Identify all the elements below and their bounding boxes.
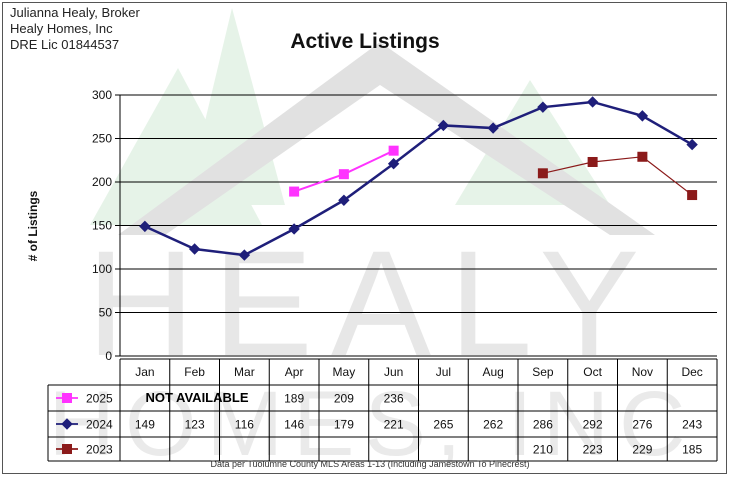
table-cell-2024-sep: 286 [533,418,553,432]
watermark-tree-right [455,80,610,205]
point-2024-jun [387,158,400,170]
x-category-aug: Aug [482,365,503,379]
point-2023-nov [637,151,648,162]
x-category-nov: Nov [632,365,653,379]
broker-company: Healy Homes, Inc [10,21,113,36]
table-cell-2024-aug: 262 [483,418,503,432]
point-2024-mar [238,249,251,261]
y-tick-label-150: 150 [92,219,112,233]
data-table: 2025 189 209 236 2024 149 123 116 146 179 221 265 26… [47,358,718,462]
table-cell-2024-nov: 276 [632,418,652,432]
table-cell-2023-oct: 223 [583,443,603,457]
point-2024-sep [537,101,549,113]
table-cell-2024-may: 179 [334,418,354,432]
y-tick-labels: 0 50 100 150 200 250 300 [92,88,112,363]
point-2024-may [338,194,350,206]
legend-marker-2023 [62,444,72,454]
legend-marker-2025 [62,393,72,403]
x-category-jul: Jul [436,365,451,379]
x-category-jan: Jan [135,365,154,379]
point-2024-dec [686,138,698,151]
table-cell-2024-apr: 146 [284,418,304,432]
table-cell-2024-dec: 243 [682,418,702,432]
y-tick-label-100: 100 [92,262,112,276]
y-tick-label-250: 250 [92,132,112,146]
watermark-line1: HEALY [87,219,658,387]
x-category-jun: Jun [384,365,403,379]
table-cell-2024-jan: 149 [135,418,155,432]
x-category-feb: Feb [184,365,205,379]
point-2023-sep [537,168,548,179]
not-available-note: NOT AVAILABLE [145,390,248,405]
table-cell-2024-jun: 221 [384,418,404,432]
watermark-line2: HOMES, INC [49,373,696,475]
point-2024-apr [288,223,300,235]
point-2024-oct [586,96,599,108]
point-2023-oct [587,156,598,167]
y-axis-label: # of Listings [26,190,40,261]
broker-name: Julianna Healy, Broker [10,5,140,20]
series-line-2024 [144,100,693,257]
table-cell-2023-dec: 185 [682,443,702,457]
broker-license: DRE Lic 01844537 [10,37,120,52]
x-category-labels: Jan Feb Mar Apr May Jun Jul Aug Sep Oct Nov Dec [135,365,703,379]
chart-title: Active Listings [290,30,439,53]
watermark: HEALY HOMES, INC [49,8,696,475]
y-tick-label-300: 300 [92,88,112,102]
point-2024-feb [188,243,201,255]
point-2025-apr [289,186,300,197]
table-cell-2024-mar: 116 [235,418,254,432]
series-line-2023 [542,156,693,196]
x-category-dec: Dec [681,365,702,379]
point-2024-jul [437,119,450,132]
x-category-mar: Mar [234,365,255,379]
y-tick-label-200: 200 [92,175,112,189]
table-cell-2023-sep: 210 [533,443,553,457]
table-cell-2025-jun: 236 [384,392,404,406]
x-category-sep: Sep [532,365,554,379]
table-cell-2024-jul: 265 [433,418,453,432]
series-lines [139,96,698,261]
legend-label-2025: 2025 [86,392,113,406]
table-cell-2025-apr: 189 [284,392,304,406]
table-cell-2024-feb: 123 [185,418,205,432]
point-2025-may [338,169,349,180]
x-category-may: May [333,365,356,379]
point-2024-nov [636,110,649,122]
gridlines [115,94,717,357]
table-cell-2025-may: 209 [334,392,354,406]
legend-label-2024: 2024 [86,418,113,432]
x-category-oct: Oct [583,365,602,379]
table-cell-2024-oct: 292 [583,418,603,432]
watermark-house-roof [118,42,655,235]
footnote: Data per Tuolumne County MLS Areas 1-13 … [211,459,530,469]
point-2023-dec [687,190,698,201]
legend-marker-2024 [61,418,73,430]
point-2024-jan [139,220,151,233]
x-category-apr: Apr [285,365,304,379]
y-tick-label-50: 50 [99,306,113,320]
point-2025-jun [388,145,399,156]
y-tick-label-0: 0 [105,349,112,363]
point-2024-aug [487,122,499,134]
legend-label-2023: 2023 [86,443,113,457]
table-cell-2023-nov: 229 [632,443,652,457]
